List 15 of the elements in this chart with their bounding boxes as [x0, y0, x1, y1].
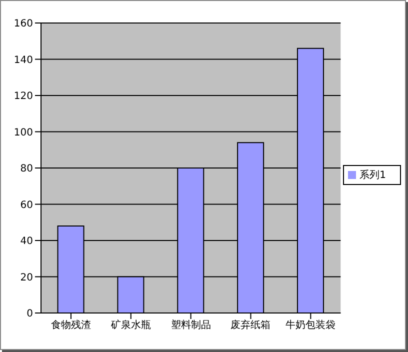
x-tick-label: 食物残渣 — [50, 319, 91, 332]
y-tick-label: 60 — [20, 200, 33, 211]
x-tick-label: 牛奶包装袋 — [286, 319, 336, 332]
x-tick-label: 废弃纸箱 — [230, 319, 271, 332]
legend-label: 系列1 — [360, 170, 386, 181]
y-tick-label: 140 — [14, 54, 33, 66]
y-tick-label: 80 — [20, 164, 33, 175]
y-tick-label: 0 — [26, 308, 33, 320]
y-tick-label: 120 — [14, 91, 33, 102]
y-tick-label: 40 — [20, 236, 33, 248]
y-tick-label: 20 — [20, 272, 33, 284]
x-tick-label: 塑料制品 — [170, 319, 211, 332]
y-tick-label: 160 — [14, 18, 33, 30]
y-tick-label: 100 — [14, 127, 33, 138]
x-tick-label: 矿泉水瓶 — [110, 319, 151, 332]
